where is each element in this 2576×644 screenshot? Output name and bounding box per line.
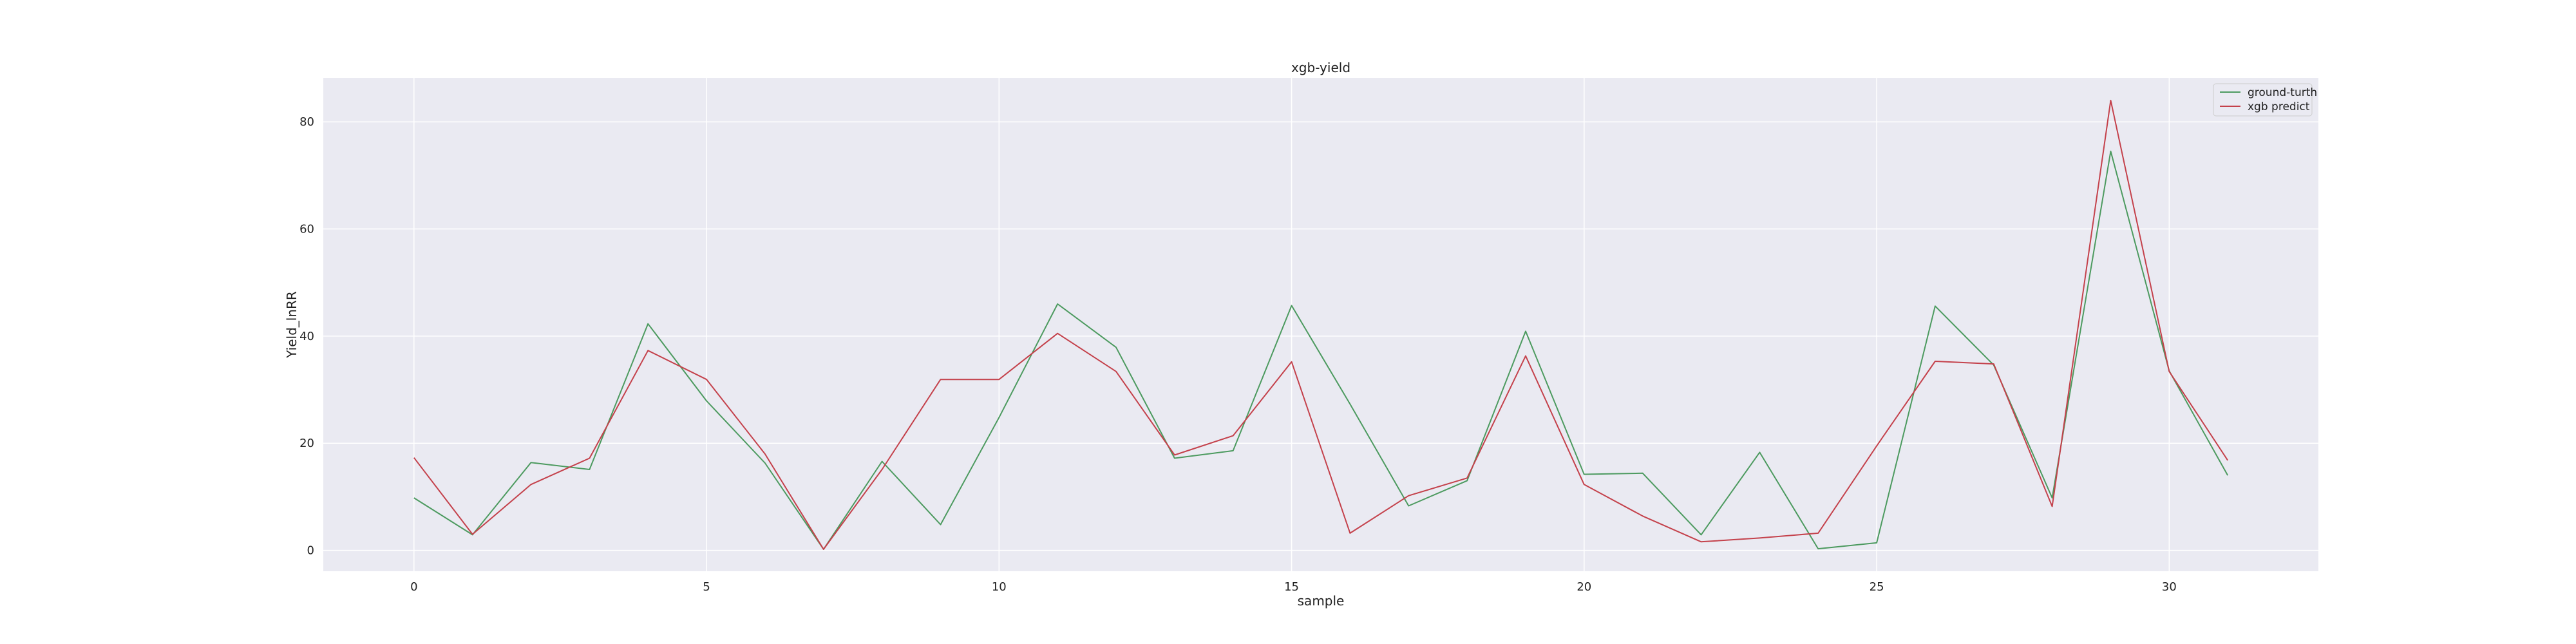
y-tick-label: 80 — [299, 115, 314, 129]
x-tick-label: 20 — [1577, 580, 1591, 594]
legend-label-xgb-predict: xgb predict — [2248, 100, 2310, 113]
grid — [323, 78, 2318, 571]
legend: ground-turth xgb predict — [2213, 83, 2317, 117]
series-lines — [413, 99, 2229, 550]
x-tick-label: 30 — [2162, 580, 2177, 594]
x-tick-label: 15 — [1284, 580, 1299, 594]
legend-label-ground-turth: ground-turth — [2248, 86, 2317, 99]
x-tick-label: 10 — [992, 580, 1007, 594]
x-axis-label: sample — [1298, 593, 1345, 609]
x-tick-label: 0 — [410, 580, 417, 594]
x-tick-label: 25 — [1870, 580, 1884, 594]
chart-title: xgb-yield — [1291, 60, 1350, 75]
y-tick-label: 40 — [299, 330, 314, 343]
x-tick-label: 5 — [703, 580, 710, 594]
plot-area — [323, 78, 2318, 571]
y-tick-label: 0 — [307, 544, 314, 558]
y-axis-label: Yield_lnRR — [284, 291, 299, 359]
series-line-xgb-predict — [413, 99, 2229, 550]
series-line-ground-turth — [413, 150, 2229, 550]
y-tick-label: 60 — [299, 223, 314, 236]
tick-labels: 0 5 10 15 20 25 30 0 20 40 60 80 — [299, 115, 2177, 594]
y-tick-label: 20 — [299, 437, 314, 450]
